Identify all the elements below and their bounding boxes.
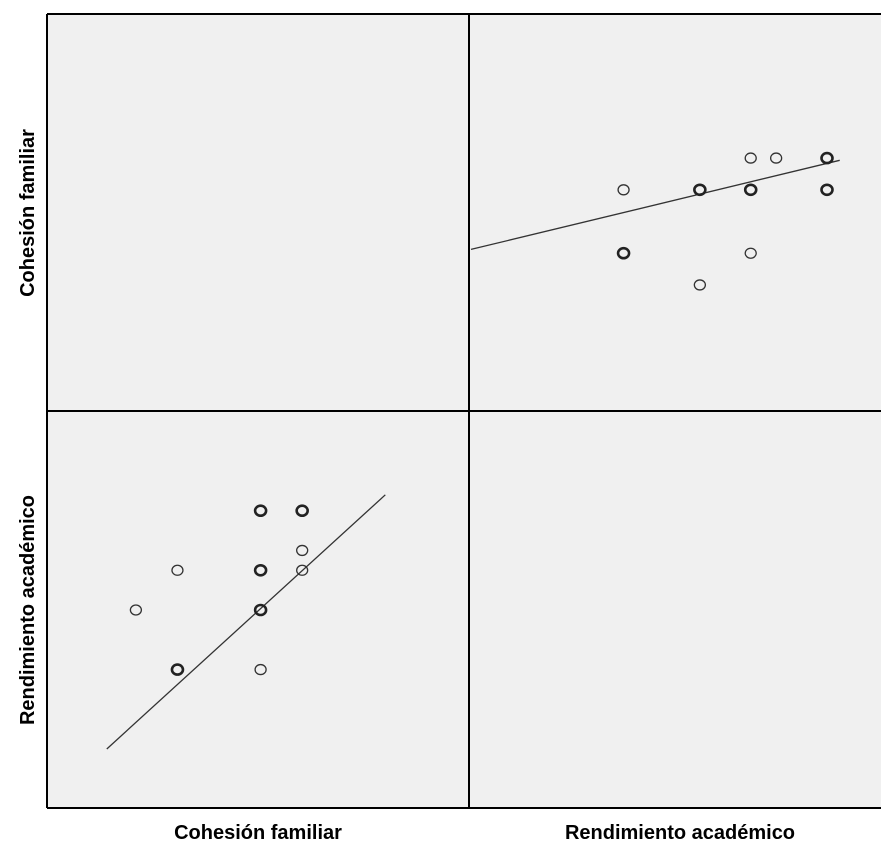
row-labels: Cohesión familiar Rendimiento académico bbox=[17, 129, 39, 725]
data-point bbox=[295, 504, 309, 518]
data-point bbox=[743, 183, 758, 197]
data-point bbox=[296, 564, 309, 576]
data-point bbox=[253, 563, 268, 577]
row-label-bottom: Rendimiento académico bbox=[17, 495, 39, 725]
data-point bbox=[296, 544, 309, 557]
data-point bbox=[254, 663, 267, 676]
data-point bbox=[820, 183, 834, 197]
data-point bbox=[693, 279, 707, 291]
data-point bbox=[129, 604, 143, 616]
data-point bbox=[171, 564, 184, 576]
data-point bbox=[253, 504, 268, 518]
column-label-right: Rendimiento académico bbox=[565, 822, 795, 844]
panel-bg-1-1 bbox=[469, 411, 881, 808]
data-point bbox=[744, 247, 757, 259]
matrix-frame bbox=[46, 13, 881, 809]
row-label-top: Cohesión familiar bbox=[17, 129, 39, 297]
data-point bbox=[769, 152, 783, 164]
fit-line bbox=[470, 159, 840, 251]
data-point bbox=[744, 152, 757, 164]
panel-bg-0-0 bbox=[47, 14, 469, 411]
scatter-panel-1-0 bbox=[106, 494, 386, 750]
data-point bbox=[616, 246, 631, 260]
data-point bbox=[253, 603, 268, 617]
panels-layer bbox=[47, 14, 881, 808]
data-point bbox=[820, 151, 834, 165]
scatter-panel-0-1 bbox=[470, 151, 840, 291]
data-point bbox=[617, 184, 630, 196]
panel-bg-1-0 bbox=[47, 411, 469, 808]
panel-bg-0-1 bbox=[469, 14, 881, 411]
column-labels: Cohesión familiar Rendimiento académico bbox=[174, 822, 795, 844]
data-point bbox=[170, 663, 185, 676]
column-label-left: Cohesión familiar bbox=[174, 822, 342, 844]
fit-line bbox=[106, 494, 386, 750]
data-point bbox=[693, 183, 707, 197]
